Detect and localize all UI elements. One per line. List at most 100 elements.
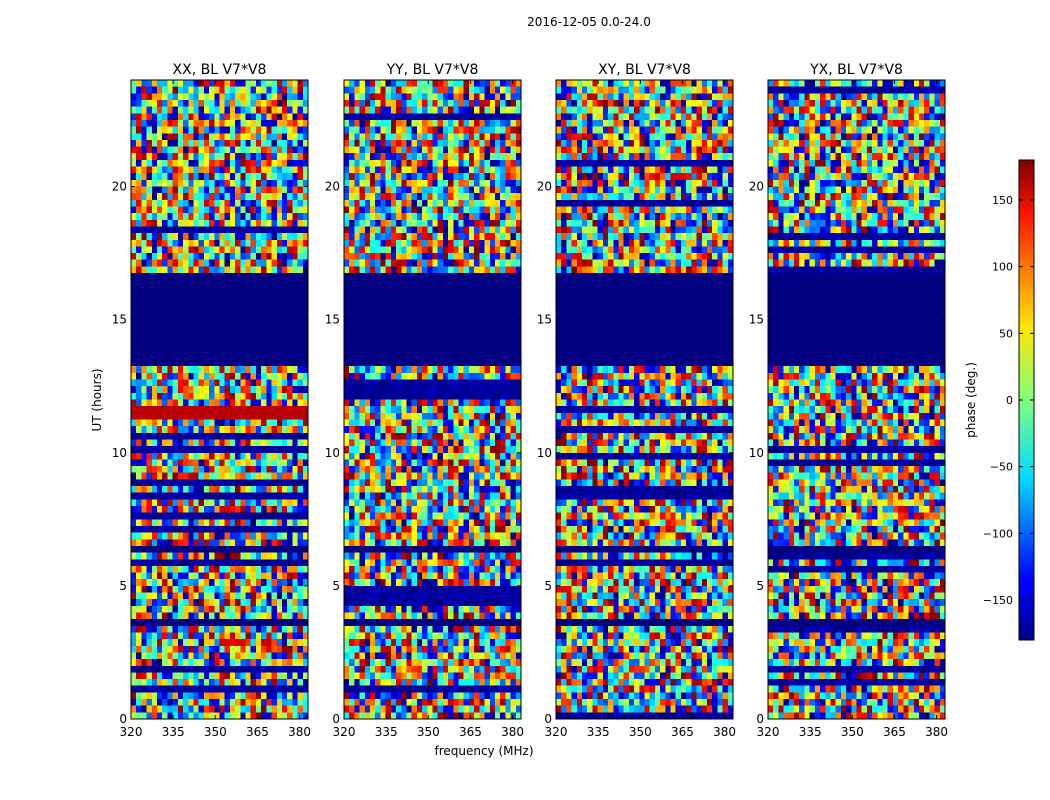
- heatmap-cell: [136, 492, 143, 500]
- heatmap-cell: [437, 86, 444, 94]
- heatmap-cell: [422, 432, 428, 441]
- heatmap-cell: [146, 466, 153, 474]
- heatmap-cell: [250, 599, 257, 607]
- heatmap-cell: [416, 379, 423, 387]
- heatmap-cell: [198, 579, 205, 587]
- heatmap-cell: [198, 166, 205, 174]
- heatmap-cell: [370, 452, 376, 461]
- heatmap-cell: [448, 153, 454, 161]
- heatmap-cell: [172, 712, 179, 720]
- heatmap-cell: [245, 206, 252, 214]
- heatmap-cell: [494, 565, 501, 574]
- heatmap-cell: [442, 159, 449, 168]
- heatmap-cell: [484, 479, 491, 487]
- heatmap-cell: [302, 219, 309, 228]
- heatmap-cell: [494, 519, 501, 527]
- heatmap-cell: [240, 86, 247, 94]
- heatmap-cell: [162, 532, 169, 540]
- heatmap-cell: [359, 119, 366, 128]
- heatmap-cell: [380, 419, 387, 427]
- heatmap-cell: [468, 379, 475, 387]
- heatmap-cell: [370, 605, 376, 614]
- heatmap-cell: [172, 552, 179, 560]
- heatmap-cell: [489, 159, 496, 168]
- heatmap-cell: [136, 499, 143, 507]
- heatmap-cell: [146, 525, 153, 534]
- heatmap-cell: [494, 93, 501, 101]
- heatmap-cell: [146, 93, 153, 101]
- heatmap-cell: [489, 386, 496, 394]
- heatmap-cell: [214, 372, 221, 381]
- heatmap-cell: [453, 612, 460, 620]
- heatmap-cell: [235, 119, 241, 128]
- heatmap-cell: [458, 139, 465, 148]
- heatmap-cell: [432, 146, 439, 154]
- heatmap-cell: [494, 179, 501, 188]
- heatmap-cell: [198, 692, 205, 700]
- heatmap-cell: [427, 193, 434, 201]
- heatmap-cell: [250, 679, 257, 687]
- heatmap-cell: [463, 139, 470, 148]
- heatmap-cell: [302, 705, 309, 713]
- heatmap-cell: [198, 133, 205, 141]
- heatmap-cell: [287, 392, 293, 401]
- heatmap-cell: [183, 439, 189, 447]
- heatmap-cell: [427, 186, 434, 194]
- heatmap-cell: [157, 126, 163, 134]
- heatmap-cell: [177, 259, 184, 267]
- heatmap-cell: [250, 519, 257, 527]
- heatmap-cell: [146, 206, 153, 214]
- heatmap-cell: [141, 585, 148, 594]
- heatmap-cell: [193, 506, 200, 514]
- heatmap-cell: [229, 153, 236, 161]
- heatmap-cell: [188, 486, 195, 494]
- heatmap-cell: [141, 645, 148, 654]
- heatmap-cell: [396, 552, 402, 560]
- heatmap-cell: [167, 552, 174, 560]
- heatmap-cell: [437, 592, 444, 600]
- heatmap-cell: [349, 113, 356, 121]
- heatmap-cell: [302, 525, 309, 534]
- heatmap-cell: [354, 153, 361, 161]
- heatmap-cell: [250, 579, 257, 587]
- heatmap-cell: [380, 199, 387, 208]
- heatmap-cell: [364, 605, 371, 614]
- heatmap-cell: [250, 106, 257, 114]
- heatmap-cell: [390, 479, 397, 487]
- heatmap-cell: [463, 186, 470, 194]
- heatmap-cell: [448, 539, 454, 547]
- heatmap-cell: [396, 605, 402, 614]
- heatmap-cell: [255, 585, 262, 594]
- heatmap-cell: [437, 259, 444, 267]
- heatmap-cell: [515, 392, 522, 401]
- heatmap-cell: [146, 253, 153, 261]
- heatmap-cell: [416, 599, 423, 607]
- heatmap-cell: [479, 133, 486, 141]
- heatmap-cell: [261, 80, 267, 88]
- heatmap-cell: [209, 625, 215, 634]
- heatmap-cell: [396, 559, 402, 567]
- heatmap-cell: [266, 432, 273, 441]
- heatmap-cell: [287, 226, 293, 234]
- heatmap-cell: [203, 605, 210, 614]
- heatmap-cell: [359, 113, 366, 121]
- heatmap-cell: [468, 519, 475, 527]
- heatmap-cell: [245, 479, 252, 487]
- heatmap-cell: [266, 599, 273, 607]
- heatmap-cell: [302, 106, 309, 114]
- heatmap-cell: [385, 519, 392, 527]
- heatmap-cell: [375, 472, 382, 480]
- heatmap-cell: [515, 233, 522, 241]
- heatmap-cell: [484, 233, 491, 241]
- heatmap-cell: [214, 612, 221, 620]
- heatmap-cell: [266, 186, 273, 194]
- heatmap-cell: [458, 599, 465, 607]
- heatmap-cell: [515, 173, 522, 181]
- heatmap-cell: [240, 133, 247, 141]
- heatmap-cell: [448, 419, 454, 427]
- heatmap-cell: [344, 486, 350, 494]
- heatmap-cell: [193, 679, 200, 687]
- heatmap-cell: [172, 253, 179, 261]
- heatmap-cell: [448, 412, 454, 421]
- heatmap-cell: [146, 213, 153, 221]
